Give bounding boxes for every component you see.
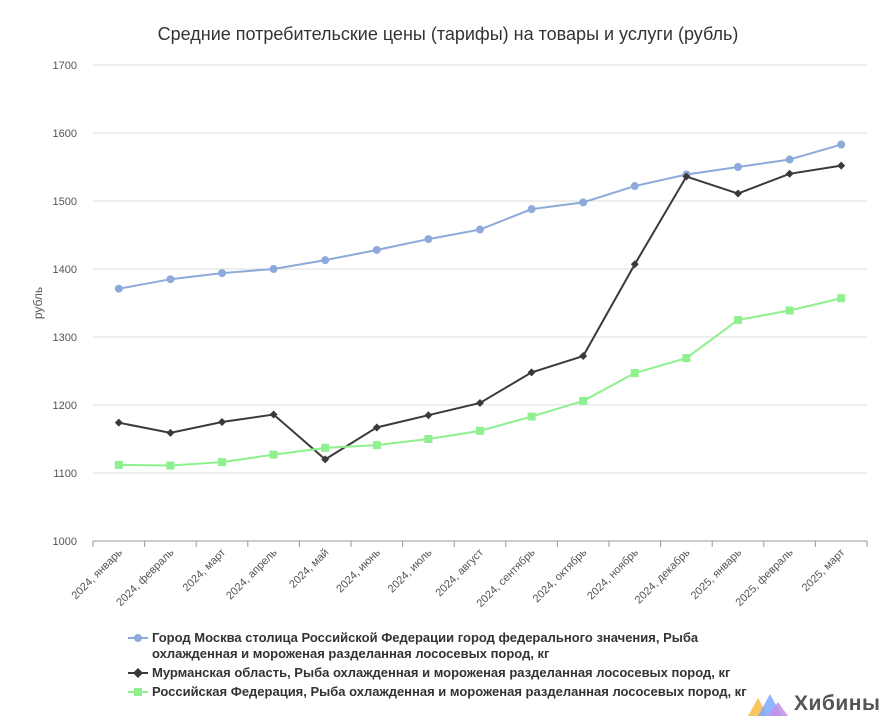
data-point: [424, 411, 433, 420]
legend-item-murmansk[interactable]: Мурманская область, Рыба охлажденная и м…: [128, 665, 768, 681]
data-point: [218, 418, 226, 426]
data-point: [579, 198, 588, 207]
data-point: [321, 256, 330, 265]
data-point: [114, 418, 123, 427]
data-point: [527, 205, 536, 214]
data-point: [785, 155, 794, 164]
x-tick-label: 2024, июль: [386, 546, 435, 595]
data-point: [837, 140, 846, 149]
x-tick-label: 2024, август: [433, 547, 486, 600]
legend-label-murmansk: Мурманская область, Рыба охлажденная и м…: [152, 665, 731, 680]
x-tick-label: 2025, март: [800, 547, 848, 595]
mountains-logo-icon: [748, 694, 788, 716]
y-tick-label: 1400: [53, 264, 77, 276]
x-tick-label: 2024, январь: [70, 546, 126, 602]
data-point: [424, 435, 433, 443]
data-point: [527, 368, 536, 377]
data-point: [321, 455, 330, 464]
x-tick-label: 2024, апрель: [224, 546, 280, 602]
brand-name: Хибины: [794, 692, 881, 715]
data-point: [837, 161, 846, 170]
data-point: [527, 412, 536, 421]
data-point: [837, 294, 846, 303]
brand: Хибины: [748, 690, 880, 718]
data-point: [372, 245, 381, 254]
data-point: [218, 458, 226, 467]
data-point: [682, 354, 691, 363]
legend-label-moscow: Город Москва столица Российской Федераци…: [152, 630, 699, 661]
y-tick-label: 1000: [53, 536, 77, 548]
legend-marker-moscow: [128, 634, 148, 642]
legend-label-russia: Российская Федерация, Рыба охлажденная и…: [152, 684, 747, 699]
legend-item-russia[interactable]: Российская Федерация, Рыба охлажденная и…: [128, 684, 768, 700]
data-point: [682, 172, 691, 181]
data-point: [269, 450, 278, 459]
data-point: [579, 396, 588, 405]
legend-marker-murmansk: [128, 668, 148, 678]
data-point: [476, 426, 484, 435]
legend: Город Москва столица Российской Федераци…: [128, 630, 768, 703]
data-point: [476, 398, 484, 407]
data-point: [579, 352, 588, 361]
data-point: [166, 428, 175, 437]
series-line-2: [118, 297, 842, 467]
x-tick-label: 2024, октябрь: [531, 546, 590, 605]
data-point: [269, 265, 278, 273]
data-point: [630, 260, 639, 269]
x-tick-label: 2025, январь: [689, 546, 745, 602]
chart-title: Средние потребительские цены (тарифы) на…: [157, 24, 739, 44]
data-point: [372, 423, 381, 432]
y-tick-label: 1700: [53, 60, 77, 72]
data-point: [476, 225, 484, 234]
y-tick-label: 1500: [53, 196, 77, 208]
data-point: [785, 306, 794, 315]
series-line-1: [118, 164, 842, 461]
data-point: [630, 369, 639, 378]
data-point: [785, 169, 794, 178]
x-tick-label: 2024, июнь: [334, 546, 383, 595]
y-tick-label: 1200: [53, 400, 77, 412]
data-point: [166, 275, 175, 284]
series-line-0: [118, 143, 842, 290]
x-tick-label: 2024, декабрь: [633, 546, 693, 606]
legend-item-moscow[interactable]: Город Москва столица Российской Федераци…: [128, 630, 768, 662]
data-point: [114, 460, 123, 469]
y-tick-label: 1600: [53, 128, 77, 140]
x-tick-label: 2024, март: [181, 547, 229, 595]
y-tick-label: 1100: [53, 468, 77, 480]
data-point: [734, 189, 742, 198]
data-point: [424, 235, 433, 244]
data-point: [734, 316, 742, 324]
y-tick-label: 1300: [53, 332, 77, 344]
data-point: [372, 441, 381, 450]
legend-marker-russia: [128, 688, 148, 696]
x-tick-label: 2024, ноябрь: [585, 546, 641, 602]
data-point: [114, 284, 123, 293]
data-point: [166, 461, 175, 470]
data-point: [269, 410, 278, 419]
x-tick-label: 2024, май: [287, 547, 331, 591]
y-axis-label: рубль: [31, 287, 45, 319]
data-point: [321, 443, 330, 452]
data-point: [630, 182, 639, 191]
data-point: [734, 163, 742, 171]
data-point: [218, 269, 226, 278]
